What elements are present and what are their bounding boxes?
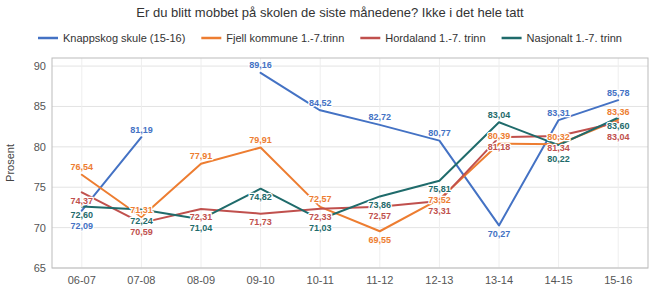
data-label: 80,39: [488, 131, 511, 141]
data-label: 81,18: [488, 142, 511, 152]
y-tick-label: 75: [34, 181, 46, 193]
legend-entry: Nasjonalt 1.-7. trinn: [502, 32, 622, 44]
legend-label: Fjell kommune 1.-7.trinn: [226, 32, 344, 44]
x-tick-label: 09-10: [247, 274, 275, 286]
y-tick-label: 65: [34, 262, 46, 274]
plot-frame: [52, 58, 648, 268]
data-label: 72,60: [71, 210, 94, 220]
data-label: 72,24: [130, 216, 153, 226]
data-label: 70,59: [130, 227, 153, 237]
x-tick-label: 06-07: [68, 274, 96, 286]
legend: Knappskog skule (15-16) Fjell kommune 1.-…: [38, 32, 622, 44]
data-label: 73,31: [428, 206, 451, 216]
data-labels: 76,54 74,37 72,6072,09 81,19 71,3172,2470,59…: [71, 60, 630, 244]
data-label: 83,04: [488, 110, 511, 120]
legend-entry: Fjell kommune 1.-7.trinn: [201, 32, 344, 44]
x-tick-label: 07-08: [127, 274, 155, 286]
data-label: 80,22: [547, 154, 570, 164]
data-label: 72,57: [309, 194, 332, 204]
data-label: 71,73: [249, 217, 272, 227]
data-label: 82,72: [369, 112, 392, 122]
y-tick-label: 90: [34, 60, 46, 72]
legend-entry: Hordaland 1.-7. trinn: [360, 32, 485, 44]
data-label: 71,03: [309, 223, 332, 233]
legend-label: Hordaland 1.-7. trinn: [385, 32, 485, 44]
data-label: 72,31: [190, 212, 213, 222]
data-label: 74,37: [71, 196, 94, 206]
data-label: 81,19: [130, 125, 153, 135]
legend-swatch: [502, 37, 522, 40]
legend-label: Knappskog skule (15-16): [63, 32, 185, 44]
x-tick-label: 11-12: [366, 274, 393, 286]
x-tick-label: 08-09: [187, 274, 215, 286]
data-label: 85,78: [607, 88, 630, 98]
chart: Er du blitt mobbet på skolen de siste må…: [0, 0, 660, 300]
data-label: 69,55: [369, 235, 392, 245]
data-label: 83,36: [607, 107, 630, 117]
series-line: [82, 118, 618, 220]
legend-swatch: [360, 37, 380, 40]
data-label: 84,52: [309, 98, 332, 108]
data-label: 89,16: [249, 60, 272, 70]
data-label: 73,52: [428, 195, 451, 205]
data-label: 71,31: [130, 205, 153, 215]
legend-swatch: [38, 37, 58, 40]
x-tick-label: 15-16: [604, 274, 632, 286]
lines: [82, 73, 618, 231]
data-label: 80,32: [547, 132, 570, 142]
y-tick-label: 70: [34, 222, 46, 234]
data-label: 72,09: [71, 221, 94, 231]
data-label: 81,34: [547, 143, 570, 153]
series-line: [82, 73, 618, 226]
data-label: 75,81: [428, 184, 451, 194]
grid-line-x: [320, 58, 321, 268]
data-label: 80,77: [428, 128, 451, 138]
data-label: 83,31: [547, 108, 570, 118]
data-label: 77,91: [190, 151, 213, 161]
grid: [52, 58, 648, 268]
legend-label: Nasjonalt 1.-7. trinn: [527, 32, 622, 44]
data-label: 72,57: [369, 211, 392, 221]
x-tick-label: 12-13: [425, 274, 453, 286]
y-axis-label: Prosent: [4, 144, 16, 182]
data-label: 83,60: [607, 121, 630, 131]
data-label: 73,86: [369, 200, 392, 210]
x-tick-label: 14-15: [545, 274, 573, 286]
grid-line-x: [439, 58, 440, 268]
x-tick-label: 13-14: [485, 274, 513, 286]
grid-line-x: [260, 58, 261, 268]
y-tick-label: 85: [34, 100, 46, 112]
data-label: 71,04: [190, 223, 213, 233]
data-label: 74,82: [249, 192, 272, 202]
legend-swatch: [201, 37, 221, 40]
y-tick-label: 80: [34, 141, 46, 153]
x-tick-label: 10-11: [307, 274, 334, 286]
data-label: 76,54: [71, 162, 94, 172]
data-label: 72,33: [309, 212, 332, 222]
data-label: 79,91: [249, 135, 272, 145]
title: Er du blitt mobbet på skolen de siste må…: [136, 5, 524, 20]
data-label: 83,04: [607, 132, 630, 142]
legend-entry: Knappskog skule (15-16): [38, 32, 185, 44]
data-label: 70,27: [488, 229, 511, 239]
